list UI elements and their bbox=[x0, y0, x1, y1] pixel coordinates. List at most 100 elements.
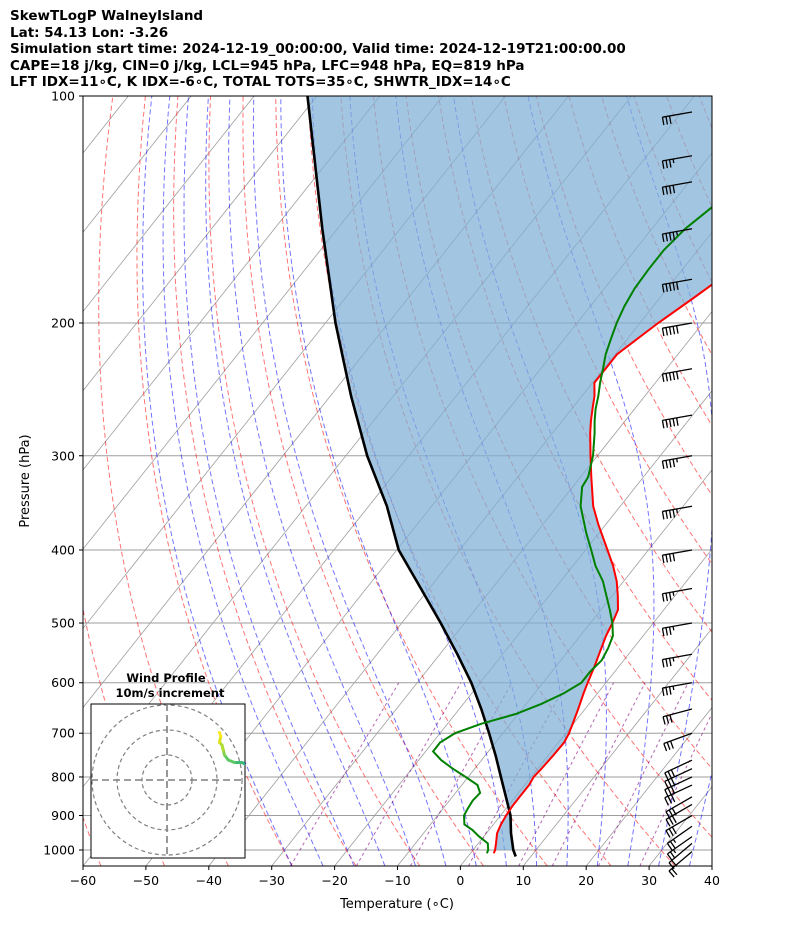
wind-barb-staff bbox=[662, 549, 693, 556]
wind-barb-flag bbox=[668, 159, 672, 168]
wind-barb-flag bbox=[665, 233, 669, 242]
moist-adiabat-line bbox=[626, 96, 712, 866]
wind-barb-flag bbox=[665, 510, 669, 519]
wind-barb bbox=[664, 768, 693, 789]
x-tick-label: −30 bbox=[259, 873, 285, 888]
isotherm-line bbox=[334, 390, 712, 866]
wind-barb-flag bbox=[672, 371, 676, 381]
wind-barb-flag bbox=[664, 781, 669, 789]
wind-barb-flag bbox=[669, 740, 674, 749]
wind-barb-staff bbox=[664, 776, 693, 791]
wind-barb bbox=[661, 278, 693, 293]
wind-barb bbox=[663, 732, 693, 752]
header-station: SkewTLogP WalneyIsland bbox=[10, 8, 204, 24]
dry-adiabat-line bbox=[698, 96, 712, 130]
isotherm-line bbox=[775, 96, 794, 866]
wind-barb-flag bbox=[665, 116, 669, 125]
cape-shading bbox=[307, 96, 712, 850]
wind-barb bbox=[661, 653, 693, 668]
wind-barb-flag bbox=[665, 811, 671, 820]
wind-barb-flag bbox=[661, 659, 665, 668]
wind-barb-flag bbox=[672, 231, 676, 241]
wind-barb-flag bbox=[665, 373, 669, 382]
wind-barb-flag bbox=[665, 554, 669, 563]
wind-barb-flag bbox=[671, 868, 678, 876]
wind-barb-flag bbox=[667, 787, 673, 796]
x-tick-label: 0 bbox=[456, 873, 464, 888]
wind-barb-flag bbox=[664, 797, 669, 806]
mixing-ratio-line bbox=[551, 682, 646, 866]
x-tick-label: 30 bbox=[641, 873, 657, 888]
wind-barb-flag bbox=[661, 460, 665, 469]
wind-barb bbox=[661, 622, 693, 637]
moist-adiabat-line bbox=[252, 96, 447, 866]
wind-barb-flag bbox=[665, 819, 671, 827]
moist-adiabat-line bbox=[720, 96, 794, 866]
y-tick-label: 400 bbox=[51, 542, 75, 557]
wind-barb-flag bbox=[662, 716, 666, 725]
wind-barb-flag bbox=[668, 553, 672, 562]
wind-barb-staff bbox=[668, 842, 693, 864]
wind-barb-flag bbox=[661, 593, 665, 602]
isotherm-line bbox=[83, 96, 318, 392]
wind-barb-staff bbox=[665, 796, 693, 813]
wind-barb bbox=[661, 322, 693, 337]
isotherm-line bbox=[83, 96, 381, 471]
wind-barb-flag bbox=[668, 510, 672, 519]
hodograph-title: Wind Profile bbox=[126, 671, 206, 685]
wind-barb-flag bbox=[661, 373, 665, 382]
wind-barb-staff bbox=[665, 803, 693, 820]
moist-adiabat-line bbox=[183, 96, 355, 866]
wind-barb-staff bbox=[667, 836, 693, 855]
wind-barb-flag bbox=[672, 185, 676, 194]
header-cape-stats: CAPE=18 j/kg, CIN=0 j/kg, LCL=945 hPa, L… bbox=[10, 57, 525, 74]
y-tick-label: 1000 bbox=[43, 843, 75, 858]
x-tick-label: 10 bbox=[515, 873, 531, 888]
wind-barb-flag bbox=[664, 789, 669, 798]
wind-barb-flag bbox=[675, 371, 679, 380]
dry-adiabat-line bbox=[438, 96, 712, 702]
wind-barb-flag bbox=[665, 327, 669, 336]
wind-barb-staff bbox=[662, 111, 693, 118]
wind-barb bbox=[661, 111, 693, 126]
y-tick-label: 500 bbox=[51, 616, 75, 631]
dry-adiabat-line bbox=[568, 96, 712, 427]
wind-barb bbox=[665, 814, 693, 838]
mixing-ratio-line bbox=[597, 682, 689, 866]
x-tick-label: −40 bbox=[196, 873, 222, 888]
x-axis-label: Temperature (∘C) bbox=[339, 897, 454, 912]
wind-barb-staff bbox=[662, 181, 693, 188]
mixing-ratio-line bbox=[409, 682, 513, 866]
wind-barb-flag bbox=[669, 851, 676, 859]
wind-barb-flag bbox=[670, 778, 676, 786]
y-tick-label: 600 bbox=[51, 675, 75, 690]
wind-barb bbox=[664, 776, 693, 798]
wind-barb-flag bbox=[661, 328, 665, 337]
wind-barb-flag bbox=[670, 794, 676, 803]
wind-barb-flag bbox=[667, 795, 673, 804]
wind-barb-half-flag bbox=[675, 458, 678, 463]
wind-barb-flag bbox=[665, 627, 669, 636]
hodograph-subtitle: 10m/s increment bbox=[116, 686, 225, 700]
x-tick-label: −10 bbox=[384, 873, 410, 888]
wind-barb-flag bbox=[668, 372, 672, 381]
x-tick-label: −20 bbox=[321, 873, 347, 888]
y-tick-label: 300 bbox=[51, 448, 75, 463]
wind-barb-flag bbox=[661, 511, 665, 520]
x-tick-label: −50 bbox=[133, 873, 159, 888]
wind-barb-flag bbox=[668, 592, 672, 601]
wind-barb bbox=[661, 682, 693, 696]
wind-barb-staff bbox=[662, 682, 693, 689]
wind-barb bbox=[662, 708, 693, 725]
wind-barb-flag bbox=[665, 687, 669, 696]
wind-barb-staff bbox=[662, 228, 693, 235]
wind-barb-flag bbox=[675, 281, 679, 290]
wind-barb bbox=[661, 155, 693, 169]
x-tick-label: 20 bbox=[578, 873, 594, 888]
isotherm-line bbox=[83, 96, 255, 313]
x-tick-label: 40 bbox=[704, 873, 720, 888]
wind-barb-flag bbox=[665, 460, 669, 469]
wind-barb-half-flag bbox=[672, 626, 675, 631]
wind-barb-flag bbox=[672, 418, 676, 427]
